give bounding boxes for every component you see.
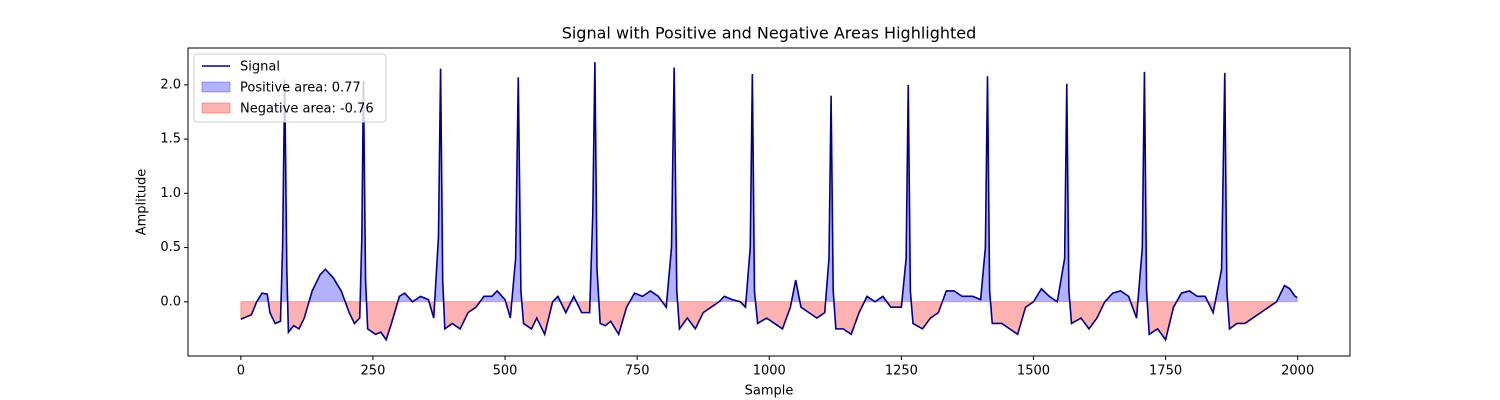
plot-frame bbox=[187, 47, 1351, 357]
x-tick-label: 1000 bbox=[753, 364, 786, 379]
x-tick-label: 500 bbox=[493, 364, 518, 379]
legend-swatch bbox=[201, 102, 231, 114]
legend-box bbox=[193, 53, 387, 123]
y-tick-label: 2.0 bbox=[160, 77, 181, 92]
x-axis-label: Sample bbox=[745, 384, 794, 399]
legend-swatch bbox=[201, 81, 231, 93]
legend-label: Positive area: 0.77 bbox=[240, 81, 361, 96]
x-tick-label: 1750 bbox=[1149, 364, 1182, 379]
x-tick-label: 2000 bbox=[1281, 364, 1314, 379]
y-tick-label: 0.5 bbox=[160, 240, 181, 255]
y-tick-label: 1.5 bbox=[160, 132, 181, 147]
x-tick-label: 1250 bbox=[885, 364, 918, 379]
chart-title: Signal with Positive and Negative Areas … bbox=[562, 24, 977, 43]
signal-line bbox=[240, 62, 1298, 342]
x-tick-label: 0 bbox=[237, 364, 245, 379]
x-tick-label: 250 bbox=[361, 364, 386, 379]
y-tick-label: 0.0 bbox=[160, 294, 181, 309]
x-tick-label: 1500 bbox=[1017, 364, 1050, 379]
x-tick-label: 750 bbox=[625, 364, 650, 379]
legend-label: Signal bbox=[240, 60, 280, 75]
y-axis-label: Amplitude bbox=[135, 169, 150, 236]
y-tick-label: 1.0 bbox=[160, 186, 181, 201]
legend-label: Negative area: -0.76 bbox=[240, 102, 374, 117]
